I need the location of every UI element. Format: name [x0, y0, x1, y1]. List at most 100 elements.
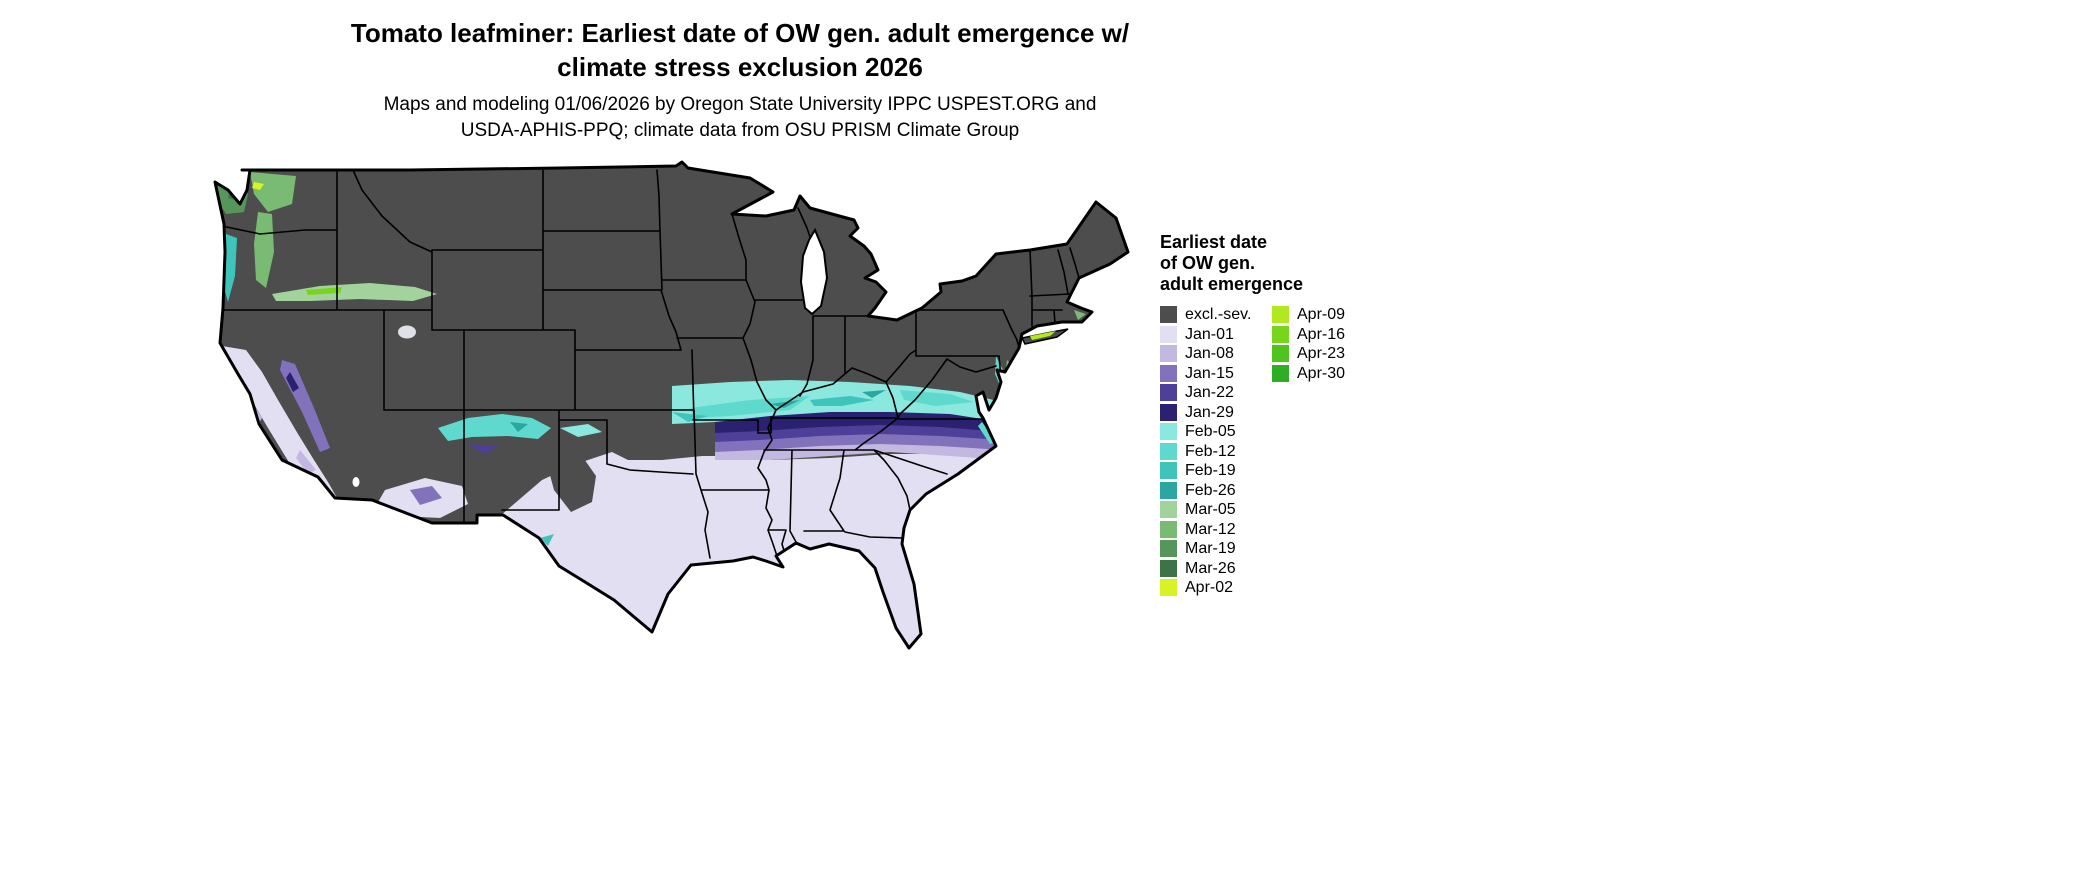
- legend-title: Earliest date of OW gen. adult emergence: [1160, 232, 1420, 295]
- us-map: [210, 160, 1130, 660]
- legend-column1: excl.-sev. Jan-01 Jan-08 Jan-15 Jan-22 Jan-29…: [1160, 305, 1264, 598]
- map-region-feb12-b: [900, 390, 974, 406]
- map-region-txpan-feb05: [560, 424, 602, 437]
- legend-item: Apr-09: [1272, 305, 1345, 325]
- map-region-feb19-b: [810, 396, 874, 406]
- legend-swatch: [1160, 579, 1177, 597]
- map-region-feb26-b: [862, 390, 886, 398]
- legend-item: Feb-12: [1160, 442, 1264, 462]
- legend-label: Feb-26: [1185, 481, 1236, 499]
- legend-label: excl.-sev.: [1185, 306, 1252, 324]
- legend-label: Feb-05: [1185, 423, 1236, 441]
- map-region-snake-plain: [272, 283, 437, 301]
- legend-swatch: [1160, 364, 1177, 382]
- legend-label: Mar-05: [1185, 501, 1236, 519]
- legend-item: Feb-05: [1160, 422, 1264, 442]
- map-region-ca-jan08-b: [296, 450, 316, 474]
- map-region-az-feb26: [510, 422, 528, 432]
- legend-swatch: [1272, 325, 1289, 343]
- legend-title-line2: of OW gen.: [1160, 253, 1255, 273]
- map-region-az-jan22: [468, 444, 498, 454]
- legend-item: Apr-30: [1272, 364, 1345, 384]
- map-region-snake-apr16: [306, 287, 342, 295]
- legend-swatch: [1272, 345, 1289, 363]
- legend-label: Mar-19: [1185, 540, 1236, 558]
- legend-swatch: [1160, 559, 1177, 577]
- great-salt-lake: [398, 325, 416, 339]
- us-outline: [213, 160, 1130, 650]
- legend-swatch: [1160, 306, 1177, 324]
- legend-item: Mar-12: [1160, 520, 1264, 540]
- legend-column2: Apr-09 Apr-16 Apr-23 Apr-30: [1272, 305, 1345, 383]
- map-region-davis-feb19: [540, 534, 554, 546]
- state-borders: [219, 169, 1080, 559]
- map-region-ncascades: [250, 172, 296, 212]
- legend-item: Jan-22: [1160, 383, 1264, 403]
- legend-swatch: [1272, 364, 1289, 382]
- legend-item: Feb-26: [1160, 481, 1264, 501]
- legend-title-line1: Earliest date: [1160, 232, 1268, 252]
- legend-item: Jan-15: [1160, 364, 1264, 384]
- legend-label: Apr-16: [1297, 325, 1346, 343]
- legend-item: Mar-19: [1160, 539, 1264, 559]
- legend-swatch: [1160, 403, 1177, 421]
- map-title-line1: Tomato leafminer: Earliest date of OW ge…: [350, 18, 1130, 48]
- legend-item: Feb-19: [1160, 461, 1264, 481]
- legend-swatch: [1160, 462, 1177, 480]
- map-region-feb19-a: [672, 412, 708, 422]
- legend-label: Mar-26: [1185, 559, 1236, 577]
- legend-label: Jan-15: [1185, 364, 1234, 382]
- legend-label: Apr-23: [1297, 345, 1346, 363]
- legend-swatch: [1160, 520, 1177, 538]
- legend-item: Jan-01: [1160, 325, 1264, 345]
- legend-swatch: [1160, 540, 1177, 558]
- lake-michigan: [799, 227, 829, 316]
- map-subtitle-line1: Maps and modeling 01/06/2026 by Oregon S…: [383, 94, 1097, 115]
- legend-item: Apr-16: [1272, 325, 1345, 345]
- legend-columns: excl.-sev. Jan-01 Jan-08 Jan-15 Jan-22 Jan-29…: [1160, 305, 1420, 598]
- legend-swatch: [1160, 345, 1177, 363]
- map-subtitle: Maps and modeling 01/06/2026 by Oregon S…: [0, 92, 1480, 144]
- legend-swatch: [1160, 501, 1177, 519]
- legend-item: Mar-26: [1160, 559, 1264, 579]
- map-region-capecod-mar12: [1074, 310, 1086, 320]
- us-map-svg: [213, 160, 1130, 650]
- map-region-az-teal: [438, 414, 551, 441]
- legend-label: Jan-08: [1185, 345, 1234, 363]
- legend-label: Apr-09: [1297, 306, 1346, 324]
- long-island-apr09: [1030, 331, 1056, 340]
- map-region-sierra-dark: [286, 372, 299, 392]
- legend-title-line3: adult emergence: [1160, 274, 1304, 294]
- legend-swatch: [1160, 481, 1177, 499]
- legend-swatch: [1160, 325, 1177, 343]
- salton-sea: [352, 477, 360, 487]
- legend-item: Jan-29: [1160, 403, 1264, 423]
- map-title: Tomato leafminer: Earliest date of OW ge…: [0, 16, 1480, 84]
- legend-label: Feb-19: [1185, 462, 1236, 480]
- legend-label: Jan-01: [1185, 325, 1234, 343]
- map-subtitle-line2: USDA-APHIS-PPQ; climate data from OSU PR…: [460, 120, 1020, 141]
- legend-item: Jan-08: [1160, 344, 1264, 364]
- legend-label: Mar-12: [1185, 520, 1236, 538]
- map-region-az-jan15: [410, 486, 442, 505]
- legend-label: Apr-30: [1297, 364, 1346, 382]
- map-region-cascade-strip: [254, 212, 274, 288]
- legend-label: Feb-12: [1185, 442, 1236, 460]
- map-title-line2: climate stress exclusion 2026: [557, 52, 923, 82]
- map-region-apr02-wa: [252, 182, 264, 190]
- map-region-feb12-a: [690, 396, 810, 418]
- legend-label: Jan-22: [1185, 384, 1234, 402]
- map-legend: Earliest date of OW gen. adult emergence…: [1160, 232, 1420, 598]
- legend-swatch: [1272, 306, 1289, 324]
- legend-swatch: [1160, 423, 1177, 441]
- long-island: [1020, 328, 1069, 345]
- legend-item: Mar-05: [1160, 500, 1264, 520]
- legend-item: Apr-23: [1272, 344, 1345, 364]
- legend-item: excl.-sev.: [1160, 305, 1264, 325]
- legend-swatch: [1160, 442, 1177, 460]
- legend-item: Apr-02: [1160, 578, 1264, 598]
- legend-label: Apr-02: [1185, 579, 1234, 597]
- legend-swatch: [1160, 384, 1177, 402]
- legend-label: Jan-29: [1185, 403, 1234, 421]
